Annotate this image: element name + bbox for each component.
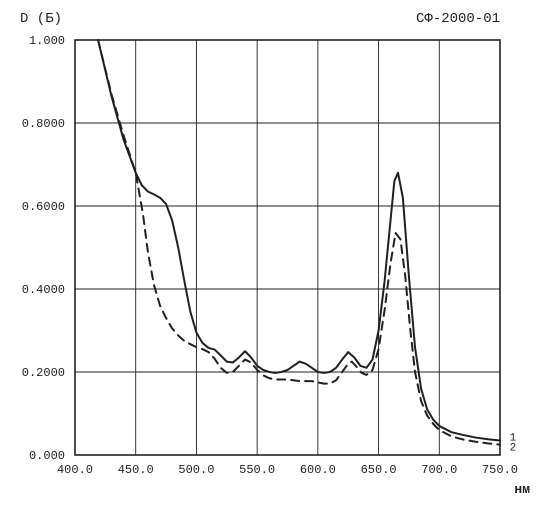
x-axis-label: нм <box>514 482 530 497</box>
spectrum-chart: 400.0 450.0 500.0 550.0 600.0 650.0 700.0 750.0… <box>0 0 552 514</box>
svg-text:0.4000: 0.4000 <box>22 283 65 297</box>
svg-text:450.0: 450.0 <box>118 463 154 477</box>
svg-text:0.6000: 0.6000 <box>22 200 65 214</box>
y-axis-title: D (Б) <box>20 11 62 27</box>
svg-text:600.0: 600.0 <box>300 463 336 477</box>
svg-text:650.0: 650.0 <box>361 463 397 477</box>
svg-text:750.0: 750.0 <box>482 463 518 477</box>
svg-text:0.8000: 0.8000 <box>22 117 65 131</box>
svg-text:1.000: 1.000 <box>29 34 65 48</box>
instrument-label: СФ-2000-01 <box>416 11 500 27</box>
svg-text:700.0: 700.0 <box>421 463 457 477</box>
svg-text:400.0: 400.0 <box>57 463 93 477</box>
chart-svg: 400.0 450.0 500.0 550.0 600.0 650.0 700.0 750.0… <box>0 0 552 514</box>
svg-text:500.0: 500.0 <box>178 463 214 477</box>
svg-text:0.2000: 0.2000 <box>22 366 65 380</box>
svg-text:550.0: 550.0 <box>239 463 275 477</box>
svg-text:0.000: 0.000 <box>29 449 65 463</box>
series-label: 2 <box>510 443 517 455</box>
